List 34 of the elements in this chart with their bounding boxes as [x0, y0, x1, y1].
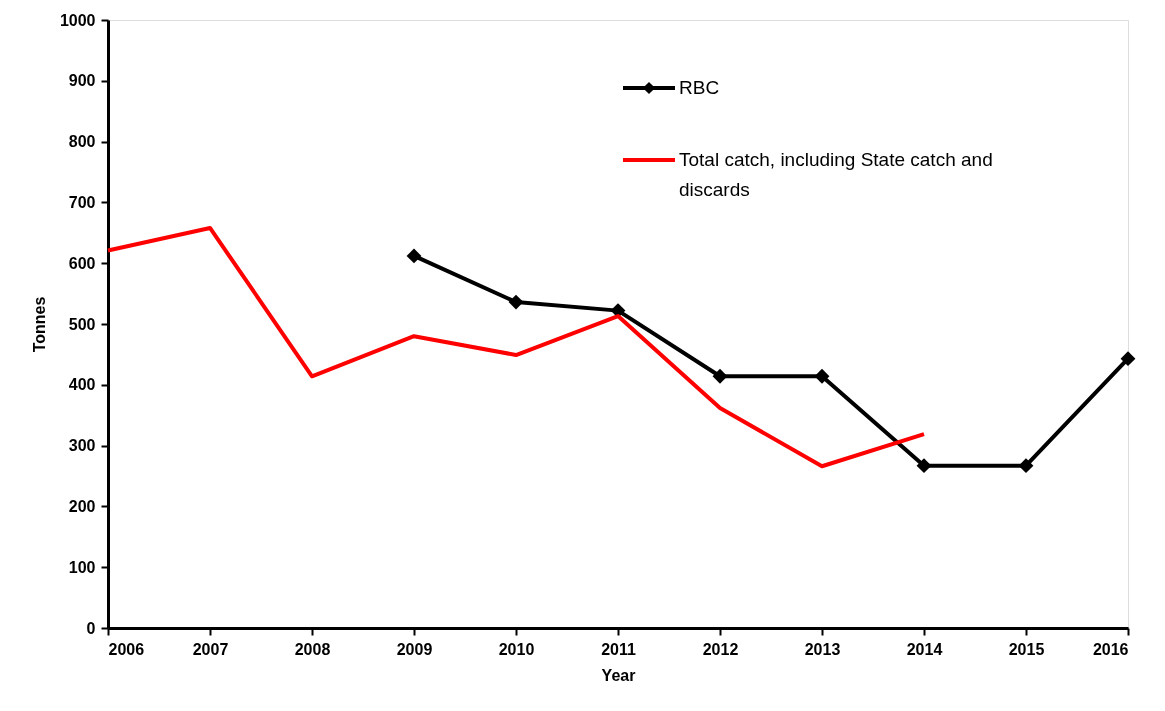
- y-tick-label: 0: [86, 619, 96, 637]
- x-tick-label: 2011: [601, 640, 636, 658]
- x-tick-label: 2014: [906, 640, 943, 658]
- point: [916, 458, 932, 474]
- x-tick-label: 2008: [294, 640, 331, 658]
- legend-label: Total catch, including State catch and discards: [679, 149, 993, 200]
- point: [1018, 458, 1034, 474]
- x-tick-label: 2009: [396, 640, 433, 658]
- point: [1120, 351, 1136, 367]
- x-tick-label: 2010: [498, 640, 535, 658]
- y-tick-label: 500: [68, 315, 96, 333]
- y-tick-label: 700: [68, 193, 96, 211]
- point: [712, 368, 728, 384]
- point: [406, 248, 422, 264]
- y-tick-label: 300: [68, 437, 96, 455]
- x-tick-label: 2012: [702, 640, 739, 658]
- y-tick-label: 800: [68, 133, 96, 151]
- x-tick-label: 2015: [1008, 640, 1045, 658]
- legend-label: RBC: [679, 77, 720, 98]
- line-series: [106, 225, 926, 469]
- x-tick-label: 2016: [1092, 640, 1129, 658]
- point: [814, 368, 830, 384]
- x-tick-label: 2006: [108, 640, 145, 658]
- y-tick-label: 400: [68, 376, 96, 394]
- y-tick-label: 200: [68, 497, 96, 515]
- y-tick-label: 100: [68, 558, 96, 576]
- y-tick-label: 1000: [59, 11, 96, 29]
- x-tick-label: 2007: [192, 640, 229, 658]
- x-axis-title: Year: [601, 666, 636, 684]
- y-axis-title: Tonnes: [30, 296, 48, 353]
- y-tick-label: 900: [68, 72, 96, 90]
- point: [508, 294, 524, 310]
- y-tick-label: 600: [68, 254, 96, 272]
- x-tick-label: 2013: [804, 640, 841, 658]
